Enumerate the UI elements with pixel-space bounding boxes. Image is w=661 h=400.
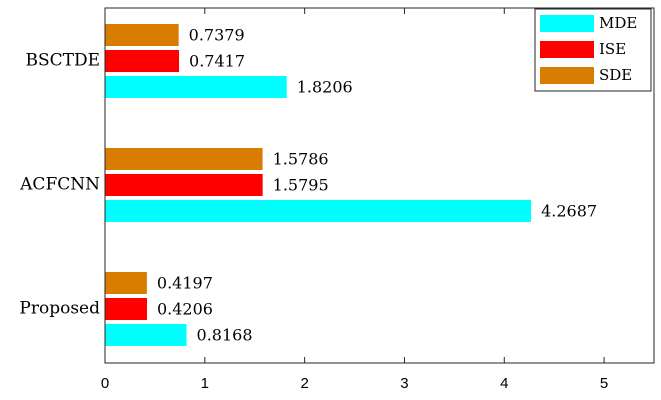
data-labels-group: 1.8206 0.7417 0.7379 4.2687 1.5795 1.5786 0.81… — [157, 26, 597, 345]
legend-label-mde: MDE — [599, 14, 637, 32]
category-label-proposed: Proposed — [19, 299, 100, 319]
legend: MDE ISE SDE — [534, 8, 652, 92]
legend-swatch-sde — [540, 67, 594, 84]
bar-bsctde-sde — [105, 24, 179, 46]
bar-proposed-ise — [105, 298, 147, 320]
bar-acfcnn-ise — [105, 174, 263, 196]
bar-proposed-mde — [105, 324, 187, 346]
x-tick-label: 3 — [400, 375, 408, 392]
x-ticks-group: 0 1 2 3 4 5 — [101, 8, 608, 392]
x-tick-label: 2 — [300, 375, 308, 392]
legend-label-ise: ISE — [599, 40, 626, 58]
bar-acfcnn-sde — [105, 148, 263, 170]
data-label-bsctde-sde: 0.7379 — [189, 26, 245, 45]
legend-swatch-ise — [540, 41, 594, 58]
x-tick-label: 0 — [101, 375, 109, 392]
data-label-proposed-sde: 0.4197 — [157, 274, 213, 293]
category-labels-group: BSCTDE ACFCNN Proposed — [19, 51, 100, 319]
data-label-proposed-mde: 0.8168 — [197, 326, 253, 345]
data-label-acfcnn-sde: 1.5786 — [273, 150, 329, 169]
legend-swatch-mde — [540, 15, 594, 32]
x-tick-label: 4 — [500, 375, 508, 392]
bar-bsctde-ise — [105, 50, 180, 72]
bar-proposed-sde — [105, 272, 147, 294]
data-label-bsctde-ise: 0.7417 — [189, 52, 245, 71]
bar-acfcnn-mde — [105, 200, 532, 222]
category-label-bsctde: BSCTDE — [25, 51, 100, 71]
bar-bsctde-mde — [105, 76, 287, 98]
data-label-acfcnn-ise: 1.5795 — [273, 176, 329, 195]
category-label-acfcnn: ACFCNN — [19, 175, 100, 195]
data-label-bsctde-mde: 1.8206 — [297, 78, 353, 97]
data-label-acfcnn-mde: 4.2687 — [541, 202, 597, 221]
data-label-proposed-ise: 0.4206 — [157, 300, 213, 319]
plot-frame — [104, 7, 655, 364]
legend-label-sde: SDE — [599, 66, 632, 84]
bars-group — [105, 24, 532, 346]
x-tick-label: 1 — [201, 375, 209, 392]
x-tick-label: 5 — [600, 375, 608, 392]
